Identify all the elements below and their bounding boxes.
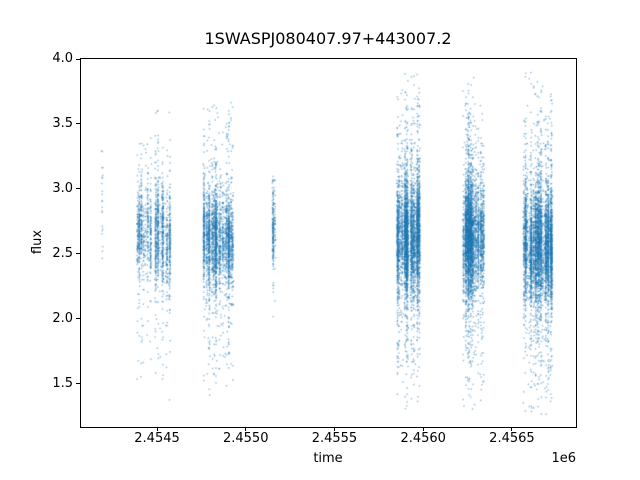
chart-title: 1SWASPJ080407.97+443007.2 xyxy=(204,29,452,48)
y-tick-mark xyxy=(76,58,80,60)
y-tick-label: 3.0 xyxy=(52,180,73,196)
x-tick-mark xyxy=(156,427,158,431)
x-tick-label: 2.4550 xyxy=(222,431,269,446)
x-tick-mark xyxy=(422,427,424,431)
x-tick-label: 2.4545 xyxy=(134,431,180,446)
y-tick-label: 2.0 xyxy=(52,310,73,326)
y-tick-mark xyxy=(76,318,80,320)
x-tick-mark xyxy=(333,427,335,431)
y-tick-mark xyxy=(76,123,80,125)
y-tick-mark xyxy=(76,253,80,255)
scatter-plot-canvas xyxy=(80,58,576,427)
x-tick-mark xyxy=(511,427,513,431)
y-tick-mark xyxy=(76,383,80,385)
x-tick-label: 2.4555 xyxy=(311,431,358,446)
x-axis-offset-label: 1e6 xyxy=(551,451,576,466)
y-axis-label: flux xyxy=(30,229,45,255)
y-tick-label: 4.0 xyxy=(52,51,73,67)
y-tick-label: 1.5 xyxy=(52,375,73,391)
x-tick-label: 2.4565 xyxy=(489,431,535,446)
y-tick-mark xyxy=(76,188,80,190)
x-tick-label: 2.4560 xyxy=(400,431,446,446)
x-tick-mark xyxy=(245,427,247,431)
y-tick-label: 3.5 xyxy=(52,115,73,131)
y-tick-label: 2.5 xyxy=(52,245,73,261)
x-axis-label: time xyxy=(313,451,343,466)
